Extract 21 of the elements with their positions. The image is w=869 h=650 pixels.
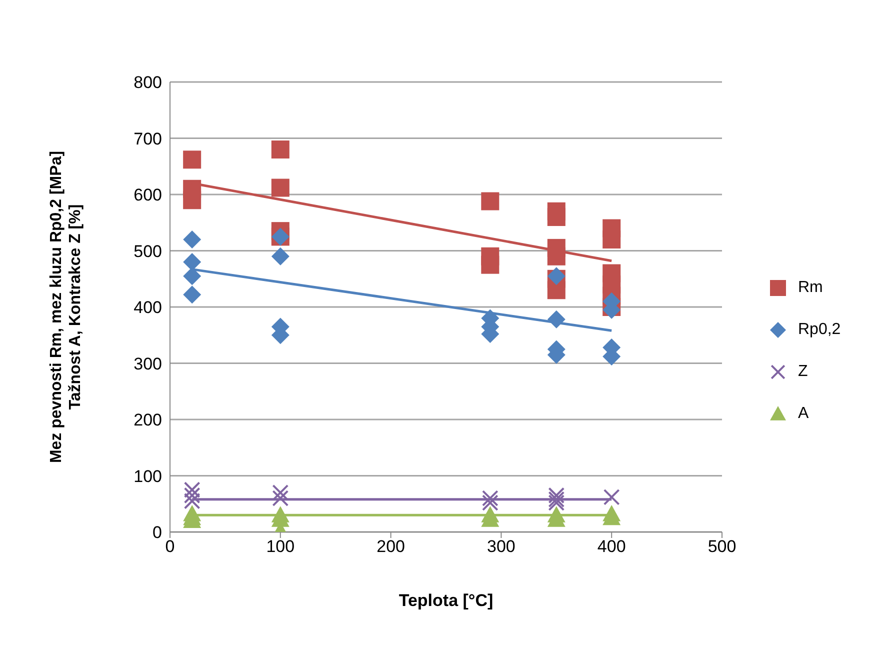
legend-label: Rm — [798, 279, 823, 297]
x-tick-label: 300 — [487, 537, 516, 556]
x-tick-label: 100 — [266, 537, 295, 556]
y-tick-label: 800 — [134, 73, 162, 92]
y-tick-label: 400 — [134, 298, 162, 318]
x-axis-title: Teplota [°C] — [398, 591, 494, 610]
y-tick-label: 0 — [152, 523, 162, 542]
x-tick-label: 0 — [165, 537, 175, 556]
legend-label: Z — [798, 363, 808, 381]
y-tick-label: 300 — [134, 354, 162, 374]
y-tick-label: 200 — [134, 410, 162, 430]
x-tick-label: 400 — [597, 537, 626, 556]
legend-label: A — [798, 405, 809, 423]
y-tick-label: 700 — [134, 129, 162, 148]
legend-label: Rp0,2 — [798, 321, 841, 339]
y-tick-label: 500 — [134, 242, 162, 261]
y-tick-label: 100 — [134, 466, 162, 486]
x-tick-label: 500 — [708, 537, 736, 556]
x-tick-label: 200 — [376, 537, 405, 556]
y-axis-title: Mez pevnosti Rm, mez kluzu Rp0,2 [MPa] Tažnost A, Kontrakce Z [%] — [48, 150, 84, 464]
y-tick-label: 600 — [134, 186, 162, 205]
